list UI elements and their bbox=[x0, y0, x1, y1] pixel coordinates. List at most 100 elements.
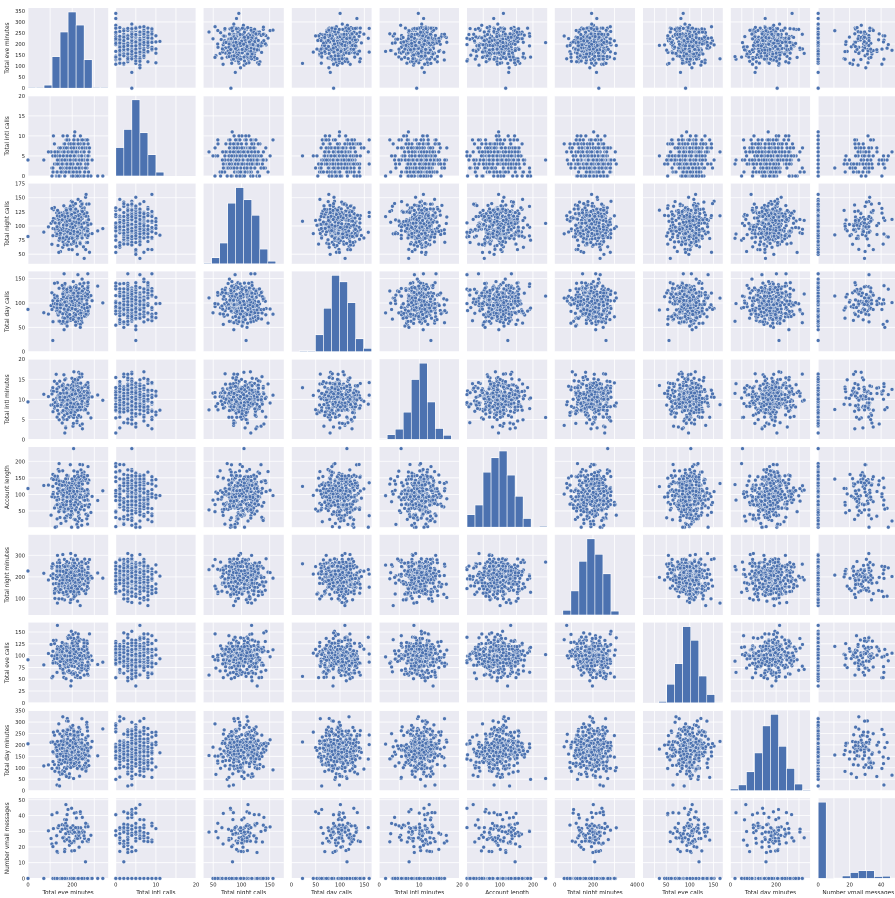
scatter-point bbox=[134, 33, 138, 37]
scatter-point bbox=[118, 57, 122, 61]
scatter-point bbox=[146, 60, 150, 64]
scatter-point bbox=[114, 26, 118, 30]
scatter-point bbox=[146, 50, 150, 54]
scatter-point bbox=[154, 34, 158, 38]
scatter-point bbox=[250, 52, 254, 56]
scatter-point bbox=[232, 44, 236, 48]
scatter-point bbox=[232, 54, 236, 58]
scatter-point bbox=[229, 48, 233, 52]
scatter-point bbox=[138, 50, 142, 54]
scatter-point bbox=[118, 34, 122, 38]
scatter-point bbox=[333, 27, 337, 31]
scatter-point bbox=[348, 36, 352, 40]
scatter-point bbox=[228, 32, 232, 36]
scatter-point bbox=[146, 26, 150, 30]
scatter-point bbox=[367, 27, 371, 31]
panel-r0-c4 bbox=[379, 8, 459, 90]
scatter-point bbox=[114, 50, 118, 54]
scatter-point bbox=[352, 48, 356, 52]
scatter-point bbox=[219, 38, 223, 42]
scatter-point bbox=[134, 59, 138, 63]
scatter-point bbox=[126, 44, 130, 48]
scatter-point bbox=[319, 61, 323, 65]
scatter-point bbox=[319, 39, 323, 43]
scatter-point bbox=[358, 60, 362, 64]
scatter-point bbox=[347, 27, 351, 31]
scatter-point bbox=[238, 42, 242, 46]
scatter-point bbox=[243, 35, 247, 39]
scatter-point bbox=[366, 36, 370, 40]
histogram-bar bbox=[44, 85, 52, 88]
scatter-point bbox=[354, 44, 358, 48]
scatter-point bbox=[222, 34, 226, 38]
scatter-point bbox=[221, 47, 225, 51]
histogram-bar bbox=[52, 57, 60, 89]
scatter-point bbox=[138, 42, 142, 46]
scatter-point bbox=[150, 47, 154, 51]
scatter-point bbox=[232, 22, 236, 26]
scatter-point bbox=[358, 30, 362, 34]
scatter-point bbox=[207, 30, 211, 34]
scatter-point bbox=[114, 12, 118, 16]
scatter-point bbox=[337, 28, 341, 32]
scatter-point bbox=[122, 54, 126, 58]
scatter-point bbox=[158, 40, 162, 44]
scatter-point bbox=[114, 30, 118, 34]
scatter-point bbox=[122, 29, 126, 33]
scatter-point bbox=[126, 27, 130, 31]
scatter-point bbox=[357, 34, 361, 38]
scatter-point bbox=[315, 47, 319, 51]
scatter-point bbox=[216, 42, 220, 46]
scatter-point bbox=[232, 57, 236, 61]
scatter-point bbox=[326, 39, 330, 43]
histogram-bar bbox=[100, 87, 108, 88]
scatter-point bbox=[150, 27, 154, 31]
scatter-point bbox=[134, 40, 138, 44]
scatter-point bbox=[118, 49, 122, 53]
scatter-point bbox=[114, 55, 118, 59]
scatter-point bbox=[122, 61, 126, 65]
scatter-point bbox=[221, 62, 225, 66]
scatter-point bbox=[241, 26, 245, 30]
scatter-point bbox=[384, 50, 388, 54]
scatter-point bbox=[353, 55, 357, 59]
scatter-point bbox=[320, 55, 324, 59]
scatter-point bbox=[150, 32, 154, 36]
scatter-point bbox=[118, 30, 122, 34]
histogram-bar bbox=[84, 60, 92, 88]
scatter-point bbox=[330, 26, 334, 30]
scatter-point bbox=[228, 51, 232, 55]
scatter-point bbox=[130, 71, 134, 75]
scatter-point bbox=[138, 38, 142, 42]
scatter-point bbox=[146, 30, 150, 34]
scatter-point bbox=[262, 39, 266, 43]
scatter-point bbox=[311, 50, 315, 54]
scatter-point bbox=[142, 41, 146, 45]
scatter-point bbox=[239, 57, 243, 61]
scatter-point bbox=[328, 71, 332, 75]
scatter-point bbox=[367, 50, 371, 54]
scatter-point bbox=[254, 32, 258, 36]
scatter-point bbox=[216, 29, 220, 33]
scatter-point bbox=[130, 50, 134, 54]
scatter-point bbox=[230, 26, 234, 30]
scatter-point bbox=[246, 52, 250, 56]
histogram-bar bbox=[92, 87, 100, 88]
scatter-point bbox=[130, 22, 134, 26]
scatter-point bbox=[256, 39, 260, 43]
scatter-point bbox=[350, 32, 354, 36]
scatter-point bbox=[234, 37, 238, 41]
scatter-point bbox=[245, 45, 249, 49]
scatter-point bbox=[358, 26, 362, 30]
scatter-point bbox=[114, 17, 118, 21]
scatter-point bbox=[142, 32, 146, 36]
scatter-point bbox=[114, 42, 118, 46]
scatter-point bbox=[362, 32, 366, 36]
scatter-point bbox=[235, 17, 239, 21]
scatter-point bbox=[138, 25, 142, 29]
scatter-point bbox=[320, 51, 324, 55]
scatter-point bbox=[224, 41, 228, 45]
scatter-point bbox=[332, 86, 336, 90]
scatter-point bbox=[142, 54, 146, 58]
